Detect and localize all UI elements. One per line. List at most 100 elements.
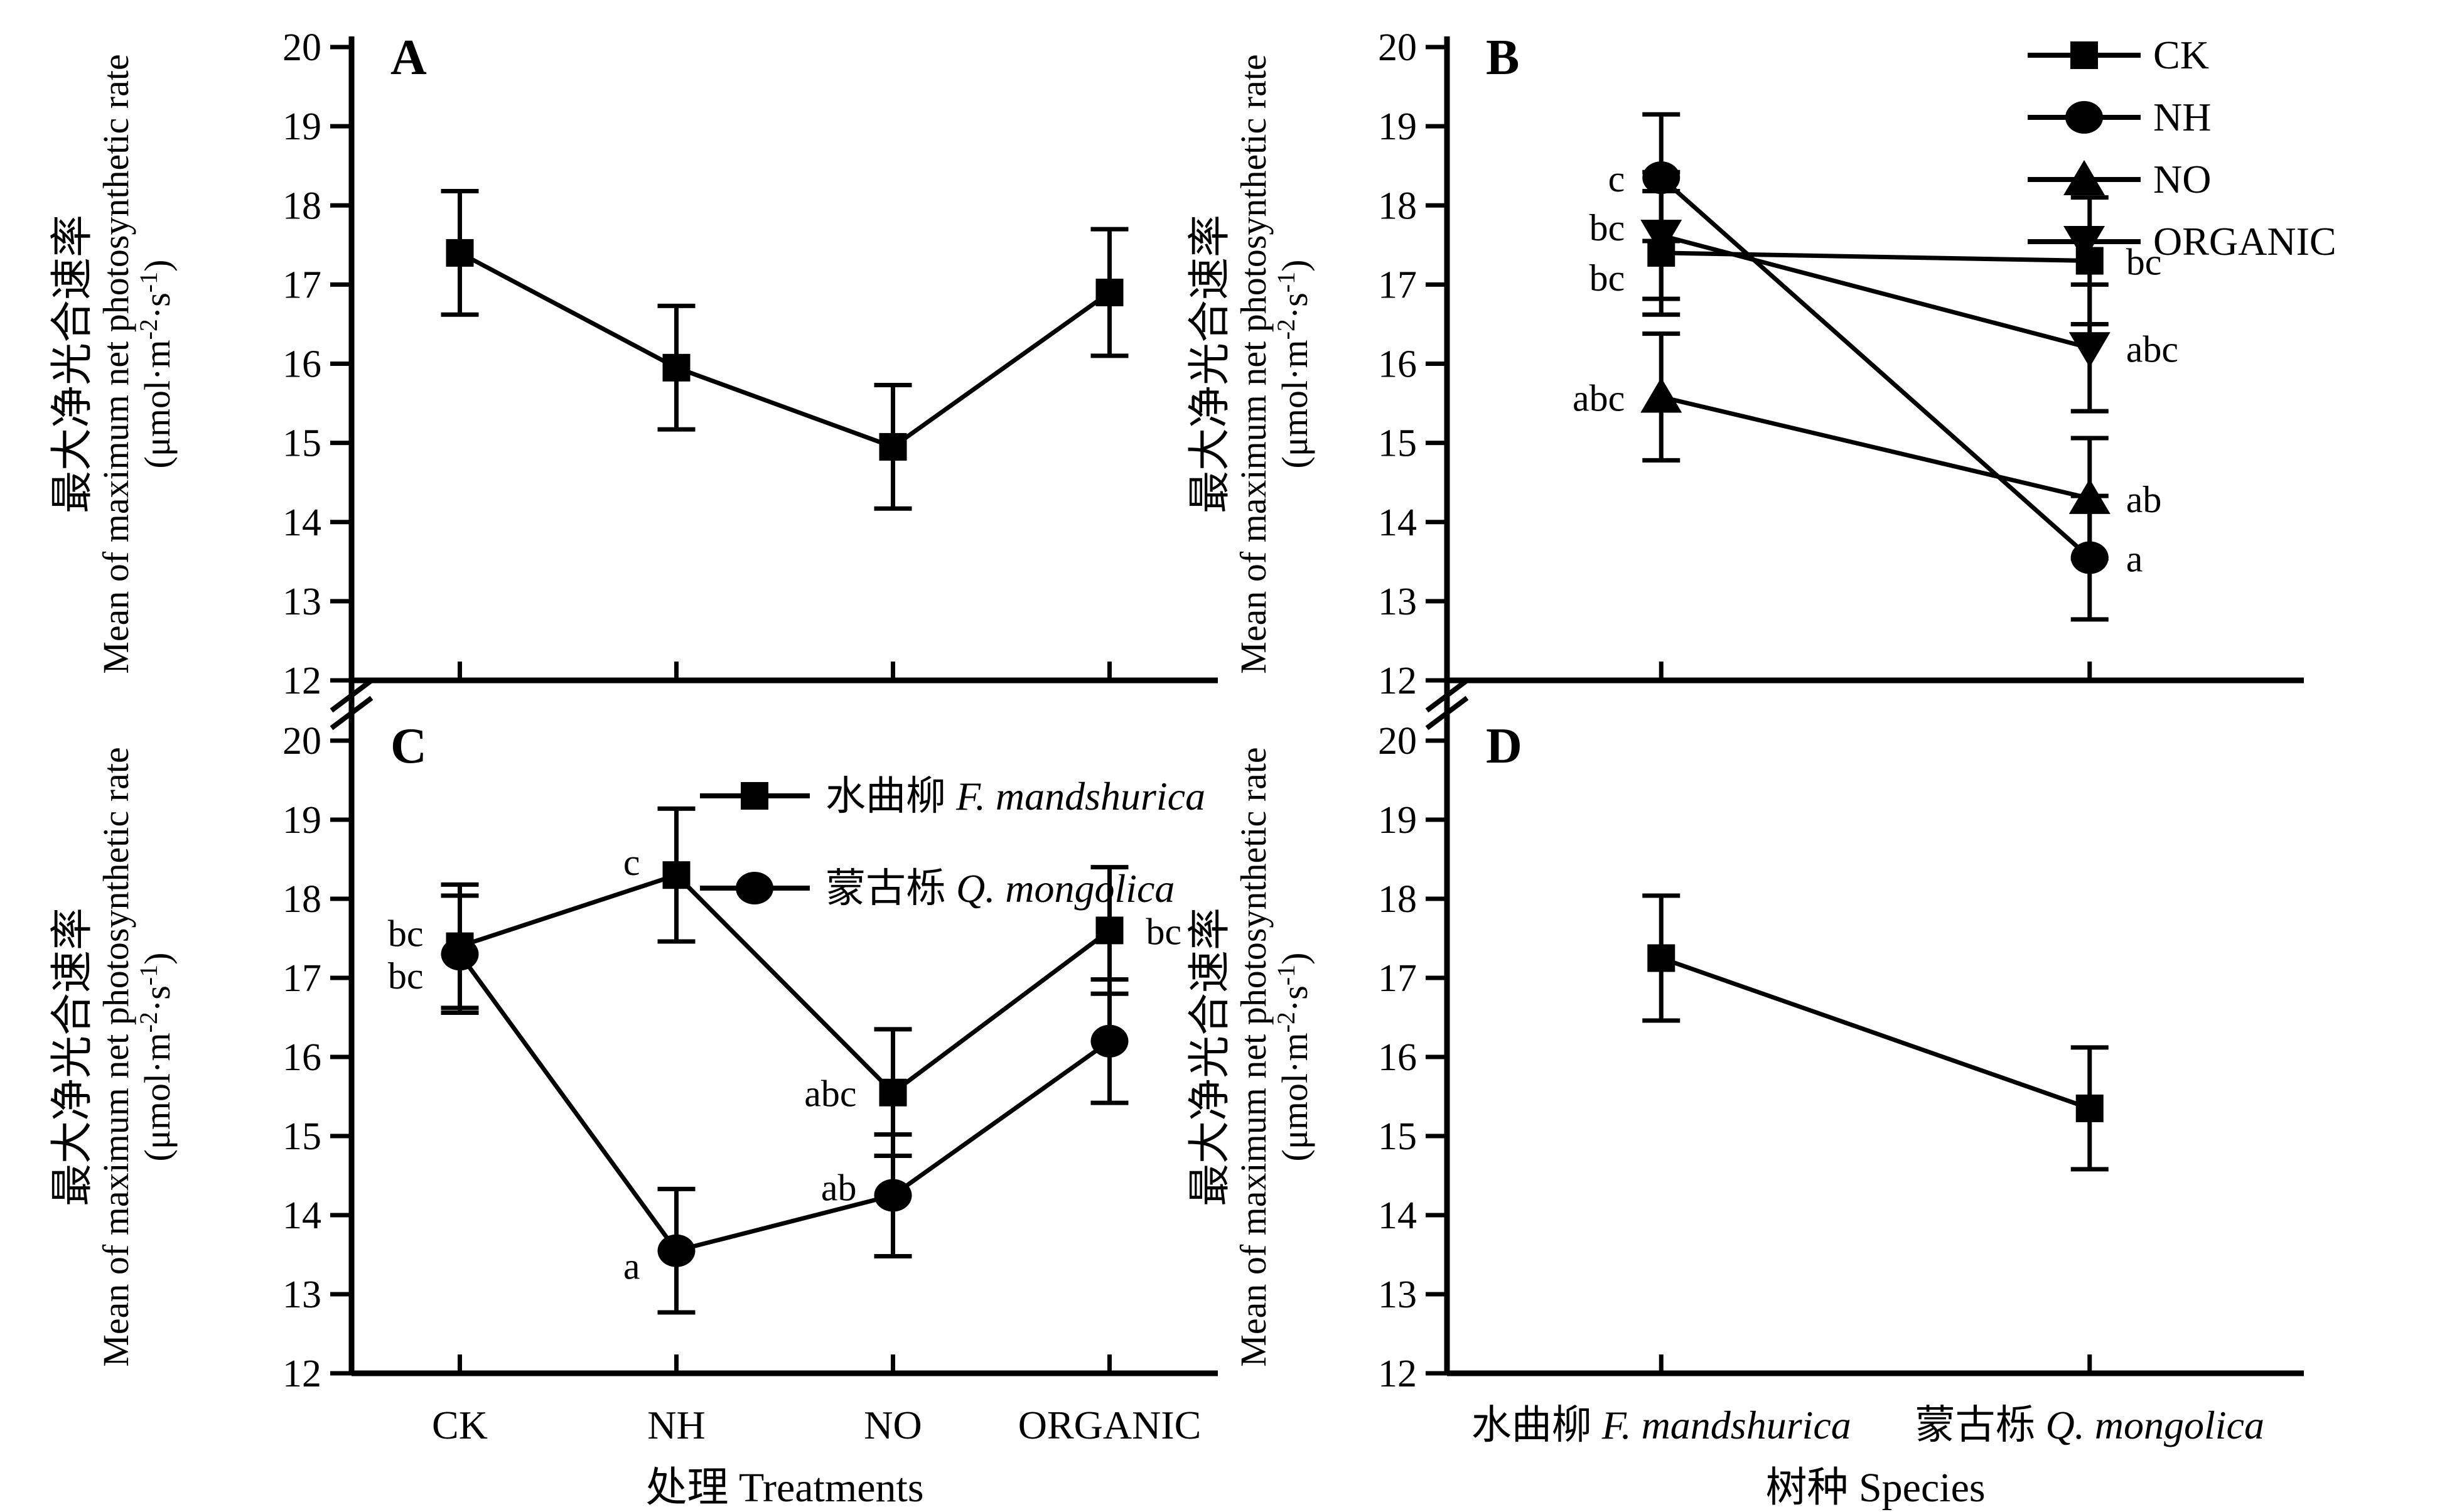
panel-letter-A: A	[390, 30, 427, 85]
y-tick-label-C-12: 12	[282, 1353, 321, 1395]
axis-break-slash-right-0	[1425, 678, 1469, 713]
y-tick-label-B-18: 18	[1378, 185, 1417, 227]
y-tick-label-C-17: 17	[282, 957, 321, 1000]
sig-label-C-0-1: c	[623, 842, 640, 883]
sig-label-C-1-1: a	[623, 1246, 640, 1287]
axis-break-slash-right-1	[1425, 695, 1469, 731]
legend-circle-icon	[2065, 101, 2103, 134]
y-axis-units-A: (μmol·m-2·s-1)	[134, 260, 178, 469]
y-tick-label-C-18: 18	[282, 878, 321, 921]
y-axis-units-D: (μmol·m-2·s-1)	[1272, 953, 1315, 1162]
legend-label-B-2: NO	[2153, 157, 2211, 201]
legend-label-B-0: CK	[2153, 33, 2209, 77]
square-marker-C-2	[879, 1078, 907, 1107]
y-tick-label-A-14: 14	[282, 501, 321, 544]
circle-marker-C-1	[657, 1234, 696, 1267]
triangle-down-marker-B-0	[1640, 220, 1682, 255]
square-marker-D-1	[2075, 1094, 2104, 1122]
y-axis-title-en-B: Mean of maximum net photosynthetic rate	[1233, 54, 1274, 673]
legend-label-B-3: ORGANIC	[2153, 219, 2337, 264]
sig-label-B-0-0: bc	[1589, 257, 1625, 299]
y-tick-label-C-19: 19	[282, 799, 321, 842]
square-marker-C-3	[1095, 916, 1124, 945]
y-axis-title-en-D: Mean of maximum net photosynthetic rate	[1233, 747, 1274, 1366]
sig-label-C-0-2: abc	[804, 1073, 856, 1115]
y-axis-title-zh-A: 最大净光合速率	[48, 215, 96, 513]
x-axis-title-D: 树种 Species	[1765, 1465, 1985, 1511]
triangle-down-marker-B-1	[2068, 332, 2111, 368]
sig-label-B-0-1: bc	[2126, 242, 2162, 283]
y-tick-label-C-20: 20	[282, 720, 321, 763]
panel-A: 12 13 14 15 16 17 18 19 20 A 最大净光合速率 Mean of maximu…	[48, 26, 1218, 702]
square-marker-A-2	[879, 432, 907, 461]
sig-label-C-0-0: bc	[388, 913, 424, 955]
y-tick-label-B-19: 19	[1378, 105, 1417, 148]
y-tick-label-D-19: 19	[1378, 799, 1417, 842]
square-marker-D-0	[1647, 944, 1675, 972]
y-tick-label-B-20: 20	[1378, 26, 1417, 69]
y-tick-label-D-17: 17	[1378, 957, 1417, 1000]
x-tick-label-C-0: CK	[432, 1403, 488, 1447]
y-tick-label-D-15: 15	[1378, 1115, 1417, 1158]
y-axis-title-zh-C: 最大净光合速率	[48, 908, 96, 1206]
square-marker-A-3	[1095, 278, 1124, 306]
circle-marker-C-3	[1090, 1024, 1129, 1058]
sig-label-C-1-0: bc	[388, 955, 424, 997]
y-axis-title-en-C: Mean of maximum net photosynthetic rate	[95, 747, 136, 1366]
y-tick-label-A-12: 12	[282, 660, 321, 702]
y-axis-title-zh-B: 最大净光合速率	[1186, 215, 1234, 513]
legend-label-C-1: 蒙古栎 Q. mongolica	[826, 866, 1175, 911]
circle-marker-C-0	[441, 938, 479, 971]
panel-letter-D: D	[1486, 719, 1522, 774]
y-tick-label-D-12: 12	[1378, 1353, 1417, 1395]
y-tick-label-A-16: 16	[282, 343, 321, 386]
square-marker-C-1	[662, 861, 691, 889]
y-tick-label-D-16: 16	[1378, 1036, 1417, 1079]
y-tick-label-D-14: 14	[1378, 1194, 1417, 1237]
y-tick-label-A-17: 17	[282, 264, 321, 306]
y-axis-title-zh-D: 最大净光合速率	[1186, 908, 1234, 1206]
y-axis-units-C: (μmol·m-2·s-1)	[134, 953, 178, 1162]
series-line-B-2	[1660, 395, 2090, 501]
x-tick-label-C-2: NO	[864, 1403, 922, 1447]
legend-triangle-up-icon	[2063, 160, 2105, 195]
x-tick-label-C-3: ORGANIC	[1018, 1403, 1202, 1447]
y-tick-label-D-20: 20	[1378, 720, 1417, 763]
sig-label-C-0-3: bc	[1146, 911, 1182, 952]
legend-label-B-1: NH	[2153, 95, 2211, 139]
y-tick-label-B-13: 13	[1378, 581, 1417, 623]
panel-letter-B: B	[1486, 30, 1519, 85]
sig-label-B-1-0: c	[1608, 158, 1625, 200]
panel-D: 12 13 14 15 16 17 18 19 20 D 最大净光合速率 Mean of maximu…	[1186, 719, 2304, 1511]
y-tick-label-C-16: 16	[282, 1036, 321, 1079]
triangle-up-marker-B-1	[2068, 478, 2111, 514]
circle-marker-C-2	[874, 1179, 912, 1212]
square-marker-A-1	[662, 353, 691, 382]
y-tick-label-A-19: 19	[282, 105, 321, 148]
y-tick-label-B-12: 12	[1378, 660, 1417, 702]
y-tick-label-B-17: 17	[1378, 264, 1417, 306]
legend-label-C-0: 水曲柳 F. mandshurica	[826, 774, 1205, 818]
series-line-B-3	[1660, 233, 2090, 350]
series-line-B-1	[1659, 176, 2092, 560]
y-tick-label-C-14: 14	[282, 1194, 321, 1237]
y-tick-label-A-18: 18	[282, 185, 321, 227]
panel-C: 12 13 14 15 16 17 18 19 20 C 最大净光合速率 Mean of maximu…	[48, 719, 1218, 1511]
legend-square-icon	[2070, 41, 2098, 69]
y-tick-label-A-20: 20	[282, 26, 321, 69]
y-tick-label-A-13: 13	[282, 581, 321, 623]
series-line-C-1	[458, 953, 1111, 1253]
y-axis-units-B: (μmol·m-2·s-1)	[1272, 260, 1315, 469]
sig-label-B-2-0: abc	[1573, 377, 1625, 419]
y-tick-label-B-16: 16	[1378, 343, 1417, 386]
series-line-C-0	[459, 872, 1111, 1096]
sig-label-B-2-1: ab	[2126, 479, 2162, 520]
series-line-D-0	[1660, 956, 2090, 1111]
x-tick-label-C-1: NH	[647, 1403, 705, 1447]
y-tick-label-A-15: 15	[282, 422, 321, 465]
sig-label-B-3-1: abc	[2126, 328, 2178, 370]
axis-break-slash-left-0	[330, 678, 374, 713]
sig-label-B-1-1: a	[2126, 539, 2143, 580]
